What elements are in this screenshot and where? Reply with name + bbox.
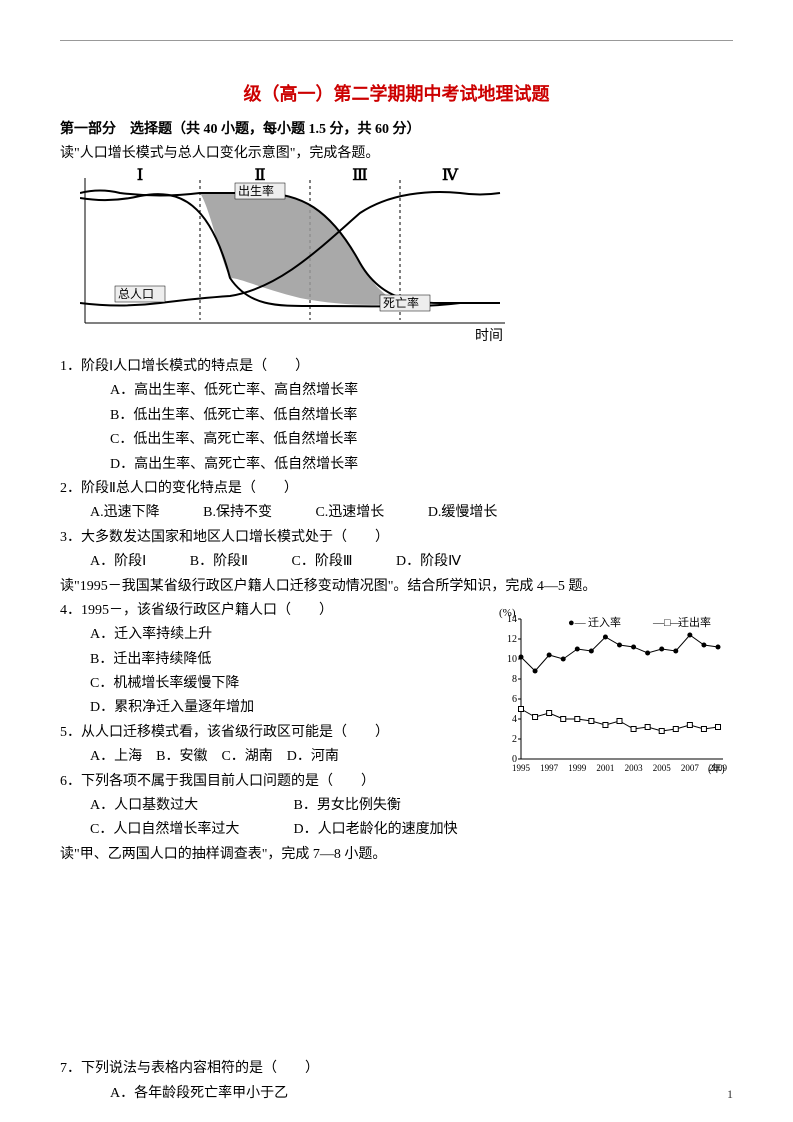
instruction-3: 读"甲、乙两国人口的抽样调查表"，完成 7—8 小题。	[60, 844, 733, 866]
q2-opt-b: B.保持不变	[203, 502, 272, 524]
q3-opt-b: B．阶段Ⅱ	[190, 551, 248, 573]
q6-opt-c: C．人口自然增长率过大	[90, 819, 290, 841]
svg-text:1999: 1999	[568, 763, 587, 773]
q1-opt-d: D．高出生率、高死亡率、低自然增长率	[60, 454, 733, 476]
q3-opt-c: C．阶段Ⅲ	[291, 551, 352, 573]
migration-chart: (%) 14121086420 199519971999200120032005…	[493, 604, 733, 779]
svg-text:1995: 1995	[512, 763, 531, 773]
q3-options: A．阶段Ⅰ B．阶段Ⅱ C．阶段Ⅲ D．阶段Ⅳ	[60, 551, 733, 573]
q7-stem: 7．下列说法与表格内容相符的是（ ）	[60, 1058, 733, 1080]
q6-row2: C．人口自然增长率过大 D．人口老龄化的速度加快	[60, 819, 733, 841]
q6-opt-b: B．男女比例失衡	[294, 798, 401, 813]
svg-text:10: 10	[507, 654, 517, 665]
svg-text:14: 14	[507, 614, 517, 625]
legend-in-marker: ●—	[568, 617, 587, 629]
instruction-2: 读"1995－我国某省级行政区户籍人口迁移变动情况图"。结合所学知识，完成 4—…	[60, 576, 733, 598]
q1-opt-b: B．低出生率、低死亡率、低自然增长率	[60, 405, 733, 427]
q3-stem: 3．大多数发达国家和地区人口增长模式处于（ ）	[60, 527, 733, 549]
total-pop-label: 总人口	[118, 287, 154, 301]
svg-text:12: 12	[507, 634, 517, 645]
instruction-1: 读"人口增长模式与总人口变化示意图"，完成各题。	[60, 142, 733, 162]
q2-stem: 2．阶段Ⅱ总人口的变化特点是（ ）	[60, 478, 733, 500]
q2-opt-a: A.迅速下降	[90, 502, 160, 524]
svg-text:2003: 2003	[625, 763, 644, 773]
legend-in-label: 迁入率	[588, 615, 621, 629]
q3-opt-a: A．阶段Ⅰ	[90, 551, 146, 573]
q1-opt-a: A．高出生率、低死亡率、高自然增长率	[60, 380, 733, 402]
chart2-xlabel: (年)	[708, 762, 725, 775]
svg-text:Ⅱ: Ⅱ	[255, 168, 266, 184]
svg-text:8: 8	[512, 674, 517, 685]
q2-opt-d: D.缓慢增长	[428, 502, 498, 524]
svg-text:Ⅳ: Ⅳ	[442, 168, 459, 184]
legend-out-label: 迁出率	[678, 615, 711, 629]
q6-opt-d: D．人口老龄化的速度加快	[294, 822, 458, 837]
q1-opt-c: C．低出生率、高死亡率、低自然增长率	[60, 429, 733, 451]
svg-text:Ⅰ: Ⅰ	[137, 168, 143, 184]
svg-text:2: 2	[512, 734, 517, 745]
page-number: 1	[727, 1087, 733, 1102]
chart2-bg	[493, 604, 733, 779]
svg-text:6: 6	[512, 694, 517, 705]
section-header: 第一部分 选择题（共 40 小题，每小题 1.5 分，共 60 分）	[60, 118, 733, 138]
svg-text:2001: 2001	[596, 763, 614, 773]
q2-options: A.迅速下降 B.保持不变 C.迅速增长 D.缓慢增长	[60, 502, 733, 524]
diagram1-svg: ⅠⅡⅢⅣ 高 低 时间 出生率 死亡率 总人口	[80, 168, 510, 348]
top-rule	[60, 40, 733, 41]
q7-opt-a: A．各年龄段死亡率甲小于乙	[60, 1083, 733, 1105]
svg-text:2005: 2005	[653, 763, 672, 773]
death-rate-label: 死亡率	[383, 295, 419, 310]
birth-rate-label: 出生率	[238, 183, 274, 198]
q6-opt-a: A．人口基数过大	[90, 795, 290, 817]
q6-row1: A．人口基数过大 B．男女比例失衡	[60, 795, 733, 817]
q3-opt-d: D．阶段Ⅳ	[396, 551, 461, 573]
q2-opt-c: C.迅速增长	[315, 502, 384, 524]
x-axis-label: 时间	[475, 328, 503, 344]
q1-stem: 1．阶段Ⅰ人口增长模式的特点是（ ）	[60, 356, 733, 378]
svg-text:2007: 2007	[681, 763, 700, 773]
chart2-svg: (%) 14121086420 199519971999200120032005…	[493, 604, 733, 779]
population-model-diagram: ⅠⅡⅢⅣ 高 低 时间 出生率 死亡率 总人口	[80, 168, 510, 348]
svg-text:4: 4	[512, 714, 517, 725]
svg-text:Ⅲ: Ⅲ	[352, 168, 367, 184]
page-title: 级（高一）第二学期期中考试地理试题	[60, 80, 733, 106]
svg-text:1997: 1997	[540, 763, 559, 773]
